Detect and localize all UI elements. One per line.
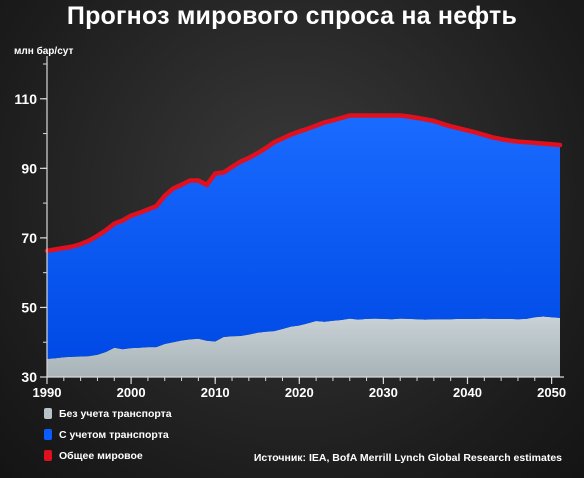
area-transport [47,115,560,359]
legend: Без учета транспорта С учетом транспорта… [44,403,172,466]
x-tick-label: 2040 [453,385,482,400]
y-tick-label: 110 [14,91,37,107]
x-tick-label: 2010 [201,385,230,400]
legend-swatch-transport [44,429,52,440]
area-non-transport [47,316,560,377]
legend-item-total: Общее мировое [44,445,172,466]
x-tick-label: 2030 [369,385,398,400]
y-tick-label: 90 [21,160,37,176]
legend-label-non-transport: Без учета транспорта [59,407,172,420]
chart-title: Прогноз мирового спроса на нефть [66,2,518,30]
y-tick-label: 50 [21,299,37,315]
x-tick-label: 2050 [537,385,566,400]
legend-label-transport: С учетом транспорта [59,428,169,441]
x-tick-label: 1990 [33,385,62,400]
y-tick-labels: 30 50 70 90 110 [14,91,37,385]
legend-label-total: Общее мировое [59,449,143,462]
legend-swatch-non-transport [44,408,52,419]
y-tick-label: 30 [21,369,37,385]
axes [40,56,564,384]
legend-item-non-transport: Без учета транспорта [44,403,172,424]
legend-swatch-total [44,450,52,461]
x-tick-label: 2000 [117,385,146,400]
source-note: Источник: IEA, BofA Merrill Lynch Global… [253,452,562,464]
y-axis-label: млн бар/сут [14,45,73,57]
y-tick-label: 70 [21,230,37,246]
line-total-world [44,113,563,254]
legend-item-transport: С учетом транспорта [44,424,172,445]
x-tick-label: 2020 [285,385,314,400]
x-tick-labels: 1990 2000 2010 2020 2030 2040 2050 [33,385,567,400]
